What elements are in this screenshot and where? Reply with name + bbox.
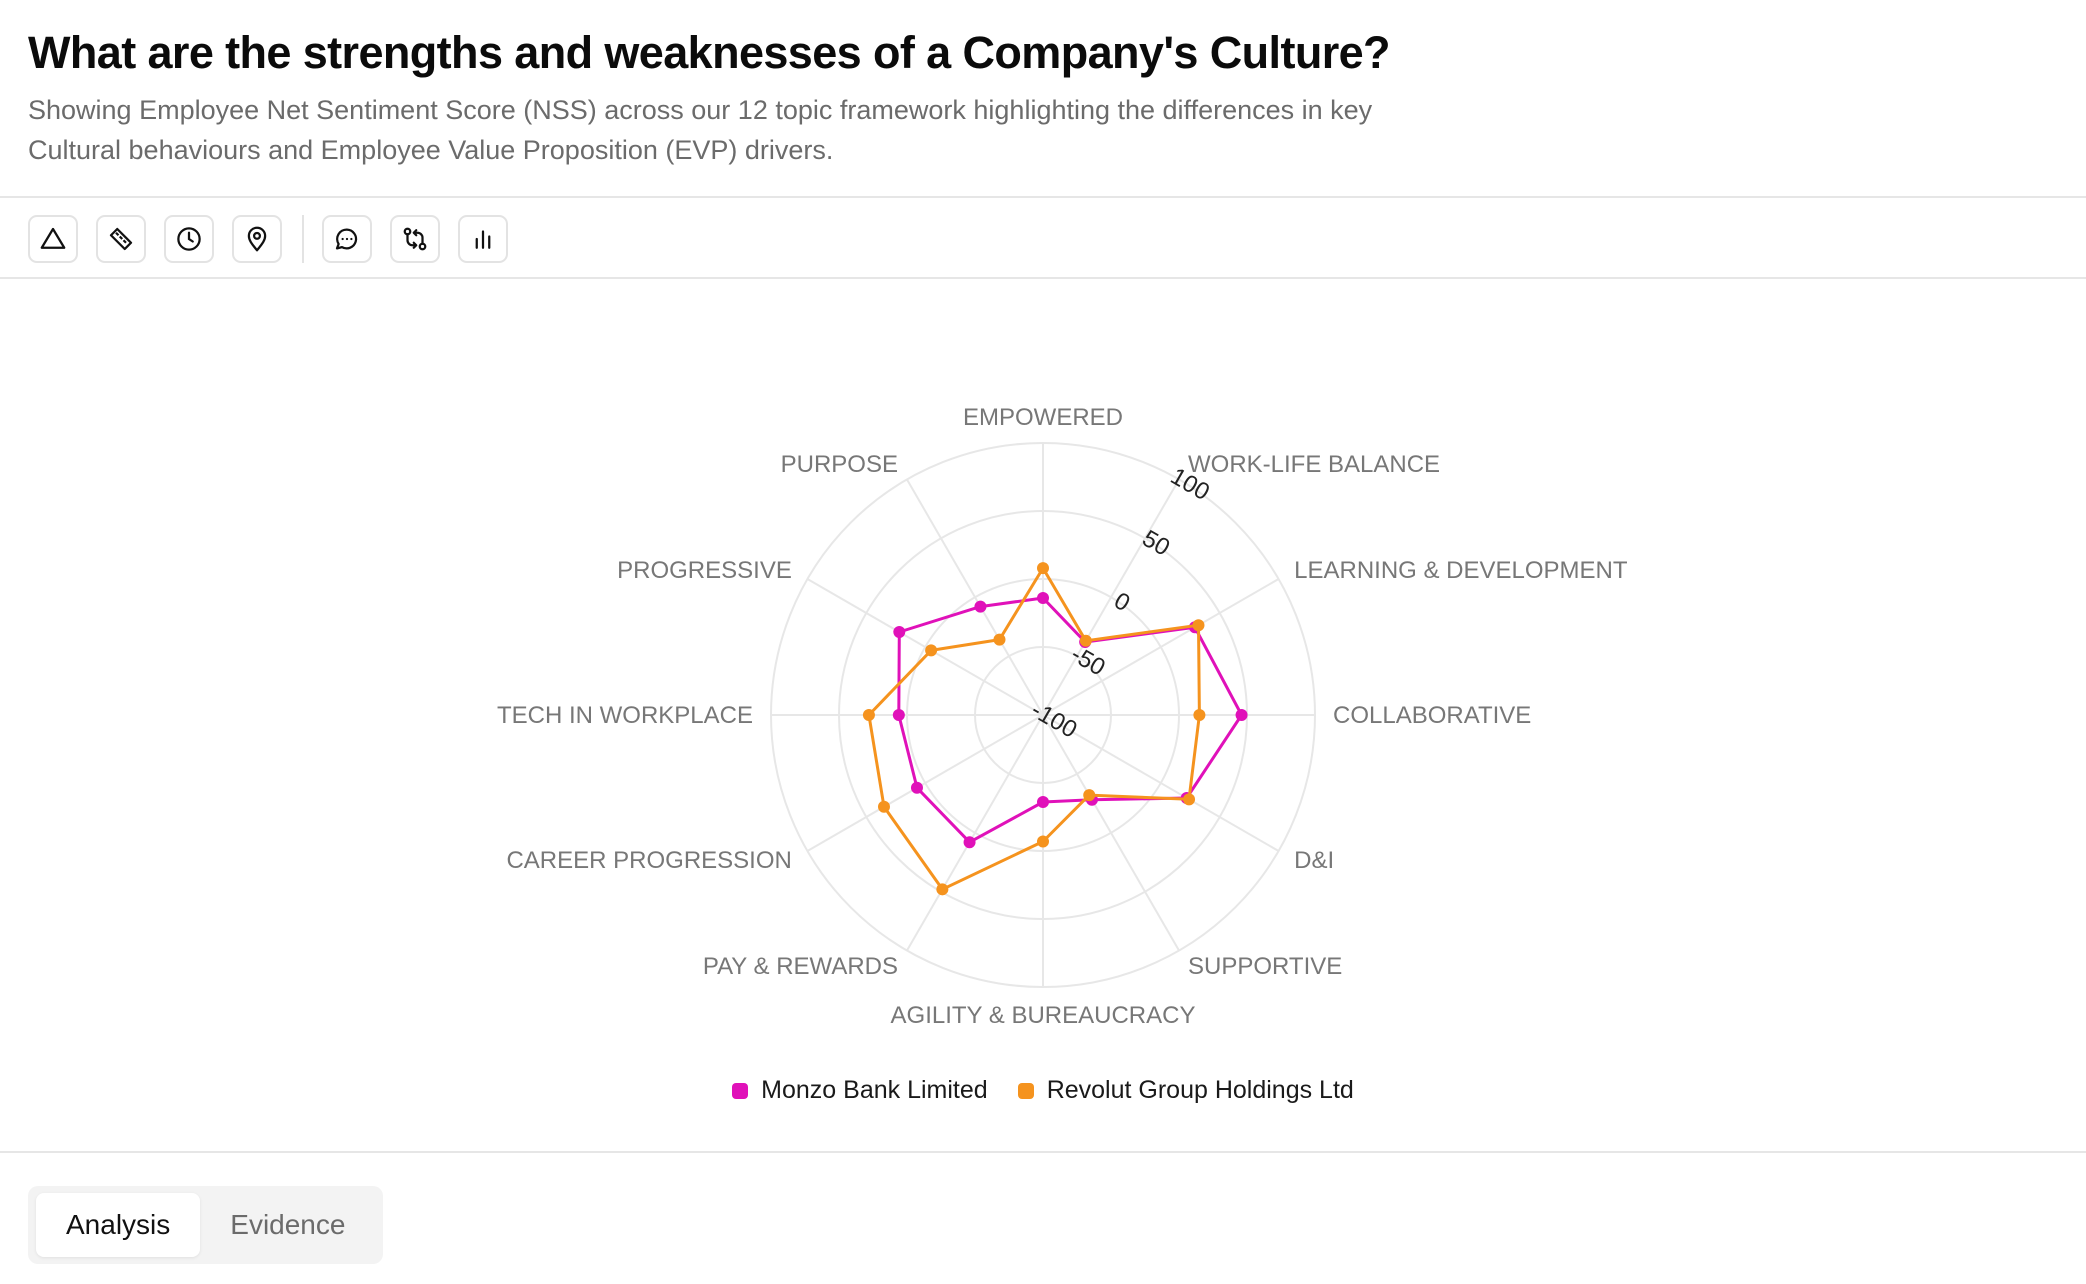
toolbar-divider bbox=[0, 277, 2086, 279]
radar-series bbox=[862, 562, 1248, 896]
footer-divider bbox=[0, 1151, 2086, 1153]
series-1-point-11[interactable] bbox=[993, 633, 1006, 646]
clock-icon bbox=[177, 227, 201, 251]
series-0-point-9[interactable] bbox=[892, 709, 905, 721]
legend-label-monzo: Monzo Bank Limited bbox=[761, 1076, 988, 1104]
ruler-icon bbox=[109, 227, 133, 251]
tick-label-0: -100 bbox=[1026, 696, 1081, 743]
axis-label-11: PURPOSE bbox=[781, 451, 898, 478]
legend-swatch-revolut bbox=[1017, 1082, 1034, 1099]
legend-item-revolut[interactable]: Revolut Group Holdings Ltd bbox=[1017, 1076, 1354, 1105]
series-1-point-4[interactable] bbox=[1183, 793, 1196, 806]
grid-spoke-8 bbox=[806, 714, 1044, 852]
grid-spoke-10 bbox=[806, 578, 1044, 716]
series-1-point-8[interactable] bbox=[877, 800, 890, 813]
axis-label-7: PAY & REWARDS bbox=[703, 953, 898, 980]
tick-label-3: 50 bbox=[1138, 525, 1175, 562]
series-1-point-10[interactable] bbox=[925, 644, 938, 657]
axis-label-8: CAREER PROGRESSION bbox=[506, 847, 791, 874]
series-1-point-7[interactable] bbox=[936, 883, 949, 896]
header: What are the strengths and weaknesses of… bbox=[28, 22, 1528, 170]
tab-evidence[interactable]: Evidence bbox=[230, 1209, 346, 1240]
legend-swatch-monzo bbox=[732, 1082, 749, 1099]
bar-chart-button[interactable] bbox=[458, 215, 508, 263]
series-1-point-9[interactable] bbox=[862, 709, 875, 721]
map-pin-icon bbox=[247, 226, 267, 252]
grid-spoke-2 bbox=[1042, 578, 1280, 716]
radar-labels: EMPOWERED WORK-LIFE BALANCE LEARNING & DEV… bbox=[497, 404, 1628, 1029]
bar-chart-icon bbox=[475, 230, 491, 249]
tab-analysis[interactable]: Analysis bbox=[36, 1193, 201, 1257]
toolbar-separator bbox=[302, 215, 304, 263]
series-1-point-0[interactable] bbox=[1037, 562, 1049, 575]
series-1-point-5[interactable] bbox=[1083, 789, 1096, 802]
series-0-point-8[interactable] bbox=[910, 781, 923, 794]
series-0-point-6[interactable] bbox=[1037, 796, 1049, 809]
grid-spoke-5 bbox=[1042, 714, 1180, 952]
comments-button[interactable] bbox=[322, 215, 372, 263]
series-1-point-6[interactable] bbox=[1037, 835, 1049, 848]
axis-label-5: SUPPORTIVE bbox=[1188, 953, 1342, 980]
series-0-point-0[interactable] bbox=[1037, 592, 1049, 605]
series-0-point-3[interactable] bbox=[1235, 709, 1248, 721]
axis-label-9: TECH IN WORKPLACE bbox=[497, 702, 753, 729]
chat-bubble-icon bbox=[335, 228, 358, 250]
axis-label-3: COLLABORATIVE bbox=[1333, 702, 1531, 729]
triangle-icon bbox=[40, 227, 66, 249]
series-1-point-1[interactable] bbox=[1079, 634, 1092, 647]
grid-spoke-11 bbox=[906, 478, 1044, 716]
axis-label-4: D&I bbox=[1294, 847, 1334, 874]
legend-label-revolut: Revolut Group Holdings Ltd bbox=[1046, 1076, 1354, 1104]
radar-chart: EMPOWERED WORK-LIFE BALANCE LEARNING & DEV… bbox=[497, 404, 1628, 1029]
legend-item-monzo[interactable]: Monzo Bank Limited bbox=[732, 1076, 988, 1105]
series-1-point-3[interactable] bbox=[1193, 709, 1206, 721]
axis-label-2: LEARNING & DEVELOPMENT bbox=[1294, 557, 1628, 584]
axis-label-6: AGILITY & BUREAUCRACY bbox=[891, 1002, 1196, 1029]
tick-label-1: -50 bbox=[1066, 641, 1110, 682]
map-pin-button[interactable] bbox=[232, 215, 282, 263]
grid-spoke-4 bbox=[1042, 714, 1280, 852]
header-divider bbox=[0, 196, 2086, 198]
page-subtitle: Showing Employee Net Sentiment Score (NS… bbox=[28, 95, 1373, 165]
page-title: What are the strengths and weaknesses of… bbox=[28, 27, 1391, 78]
grid-spoke-1 bbox=[1042, 478, 1180, 716]
ruler-button[interactable] bbox=[96, 215, 146, 263]
triangle-button[interactable] bbox=[28, 215, 78, 263]
chart-legend: Monzo Bank Limited Revolut Group Holding… bbox=[0, 1076, 2086, 1105]
radar-grid bbox=[770, 442, 1316, 988]
axis-label-0: EMPOWERED bbox=[963, 404, 1123, 431]
axis-label-1: WORK-LIFE BALANCE bbox=[1188, 451, 1440, 478]
axis-label-10: PROGRESSIVE bbox=[617, 557, 792, 584]
compare-button[interactable] bbox=[390, 215, 440, 263]
tab-bar: Analysis Evidence bbox=[28, 1186, 384, 1264]
grid-spoke-7 bbox=[906, 714, 1044, 952]
series-0-point-7[interactable] bbox=[963, 836, 976, 849]
series-1-point-2[interactable] bbox=[1192, 619, 1205, 632]
toolbar bbox=[28, 214, 526, 264]
series-0-point-11[interactable] bbox=[974, 600, 987, 613]
compare-arrows-icon bbox=[403, 227, 427, 251]
series-0-point-10[interactable] bbox=[893, 626, 906, 639]
clock-button[interactable] bbox=[164, 215, 214, 263]
